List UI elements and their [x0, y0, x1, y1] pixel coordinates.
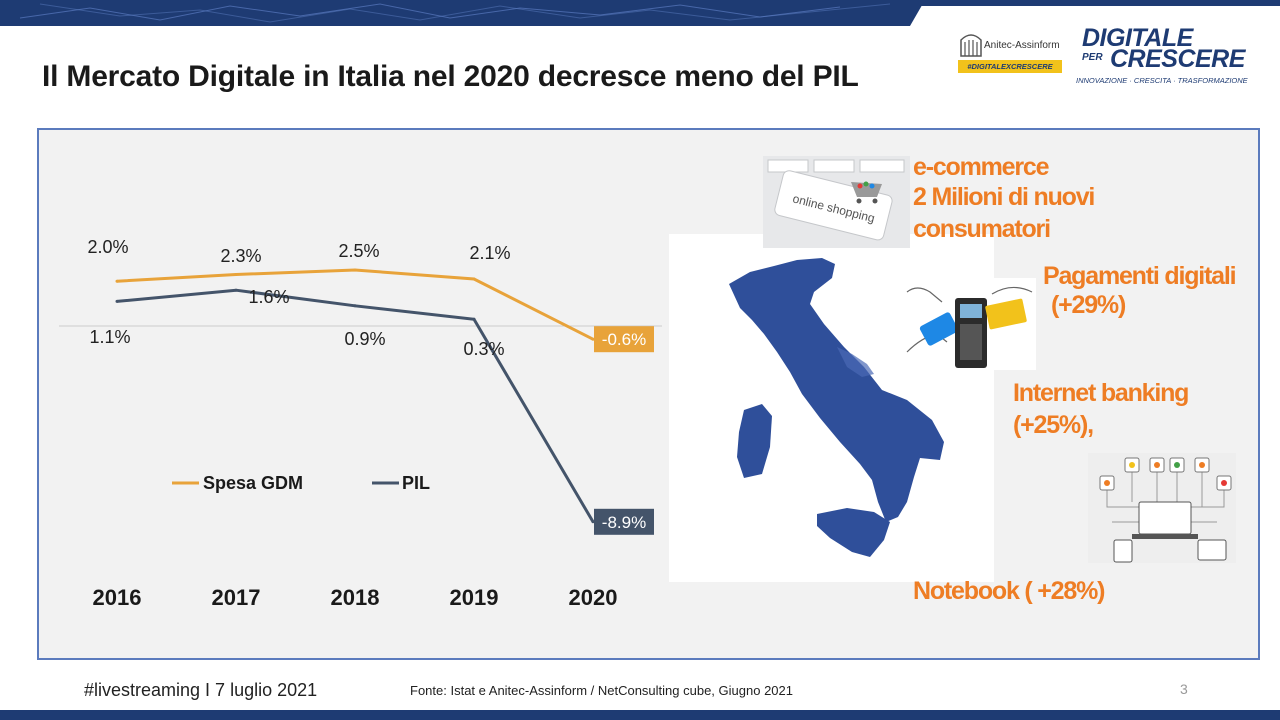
footer-event: #livestreaming I 7 luglio 2021 — [84, 680, 318, 700]
data-label-pil-2020: -8.9% — [602, 513, 646, 532]
banking-value: (+25%), — [1013, 411, 1094, 439]
bottom-decorative-band — [0, 710, 1280, 720]
data-point-pil-2018 — [353, 304, 357, 308]
sicily-shape — [817, 508, 890, 557]
phone-icon — [1113, 539, 1133, 563]
data-point-spesa-gdm-2020 — [591, 337, 595, 341]
data-point-spesa-gdm-2017 — [234, 273, 238, 276]
banking-title: Internet banking — [1013, 379, 1189, 407]
x-tick-label-2018: 2018 — [331, 585, 380, 610]
sardinia-shape — [737, 404, 772, 478]
data-label-pil-2018: 0.9% — [344, 329, 385, 349]
data-point-pil-2017 — [234, 288, 238, 292]
tablet-icon — [1197, 539, 1227, 561]
slide-title: Il Mercato Digitale in Italia nel 2020 d… — [42, 60, 859, 93]
data-label-spesa-gdm-2020: -0.6% — [602, 330, 646, 349]
data-point-pil-2019 — [472, 317, 476, 321]
data-point-pil-2016 — [115, 299, 119, 303]
footer-source: Fonte: Istat e Anitec-Assinform / NetCon… — [410, 683, 793, 698]
data-label-box-pil-2020 — [594, 508, 654, 535]
dpc-line1: DIGITALE — [1082, 24, 1193, 52]
top-decorative-band — [0, 0, 1280, 26]
data-label-pil-2017: 1.6% — [248, 287, 289, 307]
digitale-per-crescere-logo: DIGITALE PER CRESCERE INNOVAZIONE · CRES… — [1074, 24, 1264, 88]
ecommerce-line2: 2 Milioni di nuovi — [913, 183, 1095, 211]
ecommerce-line3: consumatori — [913, 215, 1051, 243]
ecommerce-title: e-commerce — [913, 153, 1050, 181]
chart-legend: Spesa GDM PIL — [172, 473, 430, 493]
data-label-spesa-gdm-2016: 2.0% — [87, 237, 128, 257]
digital-payments-image — [901, 278, 1036, 370]
dpc-line2: CRESCERE — [1110, 45, 1245, 73]
payments-title: Pagamenti digitali — [1043, 262, 1237, 290]
data-point-pil-2020 — [591, 520, 595, 524]
internet-network-image — [1088, 453, 1236, 563]
page-number: 3 — [1180, 681, 1188, 697]
anitec-assinform-logo: Anitec-Assinform #DIGITALEXCRESCERE — [956, 28, 1068, 74]
legend-label-pil: PIL — [402, 473, 430, 493]
x-tick-label-2020: 2020 — [569, 585, 618, 610]
data-label-spesa-gdm-2017: 2.3% — [220, 246, 261, 266]
data-label-pil-2019: 0.3% — [463, 339, 504, 359]
data-point-spesa-gdm-2018 — [353, 268, 357, 272]
italy-map-image — [729, 258, 944, 557]
anitec-hashtag: #DIGITALEXCRESCERE — [958, 60, 1062, 73]
content-panel: 2.0% 2.3% 2.5% 2.1% -0.6% 1.1% 1.6% 0.9% 0.3% -8.… — [37, 128, 1260, 660]
notebook-text: Notebook ( +28%) — [913, 577, 1105, 605]
series-line-pil — [116, 288, 595, 523]
data-label-spesa-gdm-2018: 2.5% — [338, 241, 379, 261]
shopping-cart-icon — [851, 181, 882, 204]
laptop-icon — [1138, 501, 1192, 535]
payments-value: (+29%) — [1051, 291, 1126, 319]
data-label-box-spesa-gdm-2020 — [594, 326, 654, 353]
anitec-emblem-icon — [960, 34, 982, 57]
x-tick-label-2016: 2016 — [93, 585, 142, 610]
legend-label-spesa-gdm: Spesa GDM — [203, 473, 303, 493]
online-shopping-keyboard-image: online shopping — [763, 156, 910, 248]
anitec-name: Anitec-Assinform — [984, 40, 1060, 51]
x-tick-label-2017: 2017 — [212, 585, 261, 610]
data-label-spesa-gdm-2019: 2.1% — [469, 243, 510, 263]
x-tick-label-2019: 2019 — [450, 585, 499, 610]
dpc-subtitle: INNOVAZIONE · CRESCITA · TRASFORMAZIONE — [1076, 76, 1248, 85]
data-label-pil-2016: 1.1% — [89, 327, 130, 347]
line-chart: 2.0% 2.3% 2.5% 2.1% -0.6% 1.1% 1.6% 0.9% 0.3% -8.… — [59, 156, 1236, 610]
data-point-spesa-gdm-2019 — [472, 277, 476, 281]
data-point-spesa-gdm-2016 — [115, 279, 119, 283]
dpc-per: PER — [1082, 52, 1103, 63]
